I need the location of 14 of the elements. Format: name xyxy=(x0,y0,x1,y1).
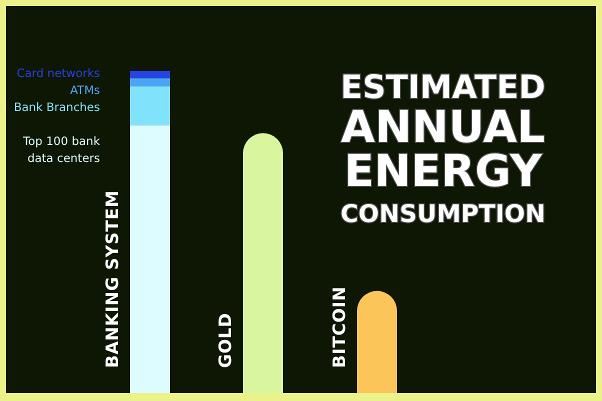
text: ATMs xyxy=(70,83,100,97)
x-tick-label: BITCOIN xyxy=(330,286,350,368)
text: ESTIMATED ANNUAL ENERGY CONSUMPTION xyxy=(340,68,546,228)
text: Card networks xyxy=(16,66,100,80)
bar xyxy=(243,133,283,393)
text: Bank Branches xyxy=(14,100,100,114)
bar xyxy=(130,71,170,78)
x-tick-label: BANKING SYSTEM xyxy=(103,190,123,368)
text: Top 100 bank data centers xyxy=(22,134,100,166)
bar xyxy=(130,86,170,126)
bar xyxy=(130,78,170,86)
x-tick-label: GOLD xyxy=(216,312,236,368)
bar xyxy=(130,125,170,393)
bar xyxy=(357,290,397,393)
